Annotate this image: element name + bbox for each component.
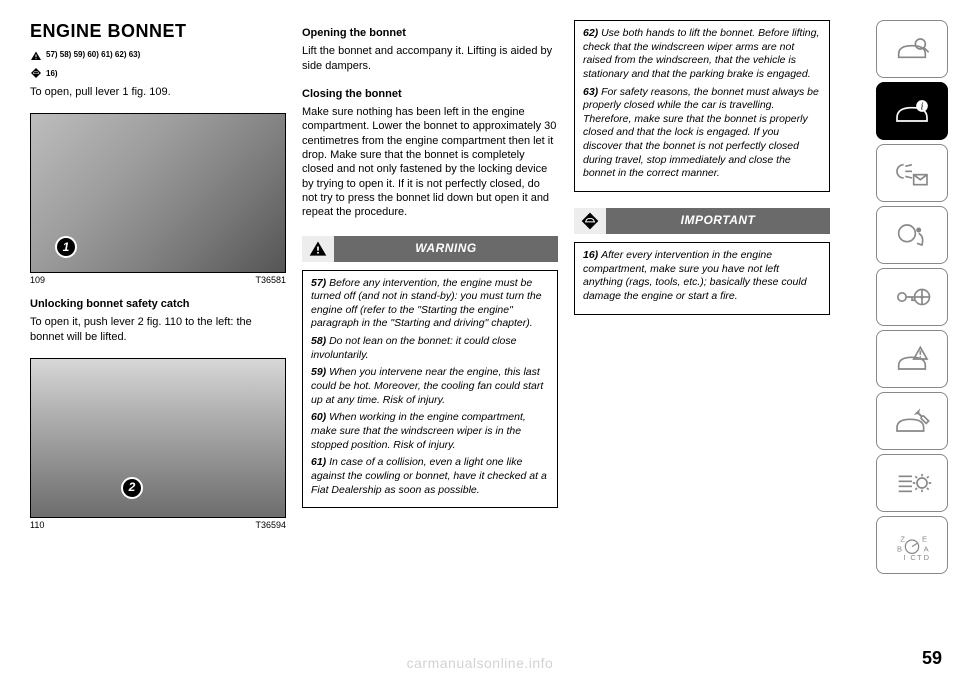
car-rhombus-icon <box>30 67 42 82</box>
car-rhombus-icon <box>574 208 606 234</box>
warning-text: When working in the engine compartment, … <box>311 411 526 450</box>
callout-bubble: 2 <box>121 477 143 499</box>
subheading: Unlocking bonnet safety catch <box>30 297 286 311</box>
column-3: 62) Use both hands to lift the bonnet. B… <box>574 20 830 660</box>
warning-box: 62) Use both hands to lift the bonnet. B… <box>574 20 830 192</box>
svg-text:T: T <box>917 553 922 562</box>
warning-refs-2: 16) <box>30 67 286 82</box>
subheading: Opening the bonnet <box>302 26 558 40</box>
column-1: ENGINE BONNET 57) 58) 59) 60) 61) 62) 63… <box>30 20 286 660</box>
svg-text:D: D <box>924 553 930 562</box>
warning-number: 57) <box>311 277 329 289</box>
page-content: ENGINE BONNET 57) 58) 59) 60) 61) 62) 63… <box>30 20 830 660</box>
svg-text:C: C <box>910 553 916 562</box>
figure-code: T36581 <box>255 275 286 287</box>
svg-text:B: B <box>897 545 902 554</box>
warning-text: In case of a collision, even a light one… <box>311 456 547 495</box>
warning-item: 61) In case of a collision, even a light… <box>311 456 549 497</box>
car-wrench-icon[interactable] <box>876 392 948 450</box>
warning-number: 61) <box>311 456 329 468</box>
warning-number: 59) <box>311 366 329 378</box>
warning-number: 16) <box>583 249 601 261</box>
callout-bubble: 1 <box>55 236 77 258</box>
figure-110: 2 110 T36594 <box>30 358 286 532</box>
page-number: 59 <box>922 647 942 670</box>
warning-number: 58) <box>311 335 329 347</box>
section-tabs-sidebar: iZEBAICTD <box>876 20 948 574</box>
warning-box: 16) After every intervention in the engi… <box>574 242 830 315</box>
svg-text:Z: Z <box>900 535 905 544</box>
figure-caption: 110 T36594 <box>30 520 286 532</box>
svg-text:I: I <box>904 553 906 562</box>
triangle-warning-icon <box>302 236 334 262</box>
important-banner: IMPORTANT <box>574 208 830 234</box>
list-gear-icon[interactable] <box>876 454 948 512</box>
car-search-icon[interactable] <box>876 20 948 78</box>
warning-banner: WARNING <box>302 236 558 262</box>
figure-caption: 109 T36581 <box>30 275 286 287</box>
figure-code: T36594 <box>255 520 286 532</box>
subheading: Closing the bonnet <box>302 87 558 101</box>
warning-number: 60) <box>311 411 329 423</box>
warning-item: 57) Before any intervention, the engine … <box>311 277 549 332</box>
figure-image: 2 <box>30 358 286 518</box>
section-heading: ENGINE BONNET <box>30 20 286 43</box>
banner-label: IMPORTANT <box>606 208 830 234</box>
watermark: carmanualsonline.info <box>407 654 554 672</box>
warning-number: 63) <box>583 86 601 98</box>
warning-refs-1: 57) 58) 59) 60) 61) 62) 63) <box>30 50 286 60</box>
car-warning-icon[interactable] <box>876 330 948 388</box>
figure-number: 109 <box>30 275 45 287</box>
abc-icon[interactable]: ZEBAICTD <box>876 516 948 574</box>
paragraph: To open it, push lever 2 fig. 110 to the… <box>30 315 286 344</box>
airbag-icon[interactable] <box>876 206 948 264</box>
key-wheel-icon[interactable] <box>876 268 948 326</box>
warning-text: For safety reasons, the bonnet must alwa… <box>583 86 819 180</box>
warning-item: 59) When you intervene near the engine, … <box>311 366 549 407</box>
warning-text: When you intervene near the engine, this… <box>311 366 543 405</box>
warning-item: 58) Do not lean on the bonnet: it could … <box>311 335 549 362</box>
figure-109: 1 109 T36581 <box>30 113 286 287</box>
warning-text: Do not lean on the bonnet: it could clos… <box>311 335 516 361</box>
figure-image: 1 <box>30 113 286 273</box>
column-2: Opening the bonnet Lift the bonnet and a… <box>302 20 558 660</box>
triangle-warning-icon <box>30 51 42 61</box>
banner-label: WARNING <box>334 236 558 262</box>
lights-mail-icon[interactable] <box>876 144 948 202</box>
warning-item: 16) After every intervention in the engi… <box>583 249 821 304</box>
warning-item: 63) For safety reasons, the bonnet must … <box>583 86 821 181</box>
ref-text-1: 57) 58) 59) 60) 61) 62) 63) <box>46 50 140 60</box>
svg-text:i: i <box>921 101 924 112</box>
figure-number: 110 <box>30 520 44 532</box>
warning-box: 57) Before any intervention, the engine … <box>302 270 558 509</box>
paragraph: Make sure nothing has been left in the e… <box>302 105 558 219</box>
warning-text: Before any intervention, the engine must… <box>311 277 542 330</box>
paragraph: To open, pull lever 1 fig. 109. <box>30 85 286 99</box>
warning-number: 62) <box>583 27 601 39</box>
warning-item: 60) When working in the engine compartme… <box>311 411 549 452</box>
warning-item: 62) Use both hands to lift the bonnet. B… <box>583 27 821 82</box>
paragraph: Lift the bonnet and accompany it. Liftin… <box>302 44 558 73</box>
svg-text:E: E <box>922 535 927 544</box>
warning-text: After every intervention in the engine c… <box>583 249 807 302</box>
car-info-icon[interactable]: i <box>876 82 948 140</box>
ref-text-2: 16) <box>46 69 58 79</box>
warning-text: Use both hands to lift the bonnet. Befor… <box>583 27 819 80</box>
